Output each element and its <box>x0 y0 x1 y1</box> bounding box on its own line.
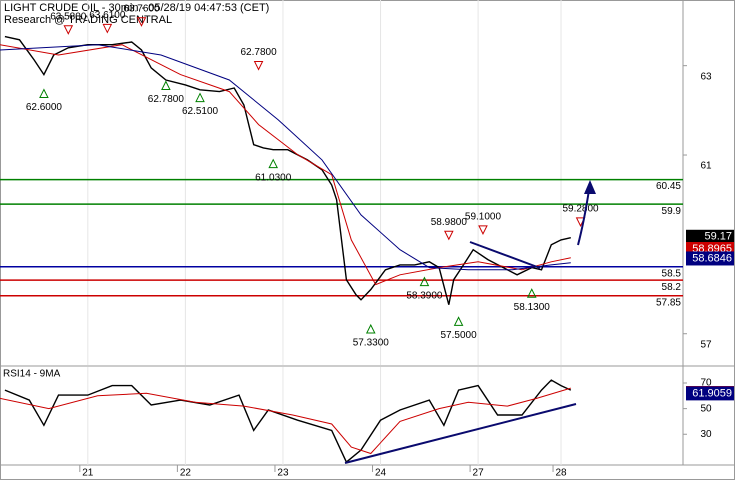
signal-marker <box>39 88 49 99</box>
signal-label: 62.6000 <box>26 102 63 113</box>
x-tick-label: 21 <box>82 468 94 479</box>
signal-marker <box>419 276 430 287</box>
x-tick-label: 24 <box>375 468 387 479</box>
x-tick-label: 27 <box>473 468 485 479</box>
y-tick-label: 30 <box>700 429 712 440</box>
signal-marker <box>63 25 74 35</box>
forecast-arrow <box>577 189 590 246</box>
trend-line <box>344 403 577 464</box>
signal-label: 58.9800 <box>431 217 468 228</box>
signal-label: 62.7800 <box>148 94 185 105</box>
x-tick-label: 23 <box>277 468 289 479</box>
y-tick-label: 63 <box>700 71 712 82</box>
trend-line <box>469 241 541 269</box>
signal-marker <box>526 288 537 298</box>
signal-marker <box>365 323 376 334</box>
signal-marker <box>253 61 264 71</box>
signal-marker <box>102 23 113 34</box>
signal-label: 61.0300 <box>255 172 292 183</box>
level-label: 58.5 <box>662 268 682 279</box>
signal-label: 59.2800 <box>562 204 599 215</box>
signal-label: 62.7800 <box>240 47 277 58</box>
y-tick-label: 70 <box>700 378 712 389</box>
series-line <box>0 44 571 271</box>
signal-label: 57.5000 <box>441 330 478 341</box>
signal-marker <box>268 158 279 169</box>
signal-label: 62.5100 <box>182 106 219 117</box>
level-label: 59.9 <box>662 206 682 217</box>
series-line <box>0 387 571 455</box>
price-box <box>686 386 734 401</box>
signal-label: 63.5800 <box>50 11 87 22</box>
price-box-label: 61.9059 <box>692 387 732 399</box>
price-box-label: 59.17 <box>704 231 732 243</box>
panel-title: RSI14 - 9MA <box>3 369 61 380</box>
signal-marker <box>195 92 205 103</box>
signal-marker <box>453 316 464 326</box>
chart-title: LIGHT CRUDE OIL - 30min - 05/28/19 04:47… <box>4 2 269 14</box>
price-box-label: 58.6846 <box>692 252 732 264</box>
signal-marker <box>478 225 488 236</box>
price-box <box>686 251 734 266</box>
x-tick-label: 28 <box>555 468 567 479</box>
level-label: 60.45 <box>656 181 681 192</box>
signal-label: 63.7600 <box>123 3 160 14</box>
y-tick-label: 61 <box>700 161 712 172</box>
y-tick-label: 57 <box>700 339 712 350</box>
series-line <box>0 44 571 286</box>
level-label: 58.2 <box>662 282 682 293</box>
price-box <box>686 229 734 244</box>
signal-label: 63.6100 <box>89 10 126 21</box>
signal-label: 59.1000 <box>465 212 502 223</box>
signal-label: 58.3900 <box>406 290 443 301</box>
signal-marker <box>444 230 454 241</box>
series-line <box>4 379 572 464</box>
level-label: 57.85 <box>656 297 681 308</box>
signal-marker <box>161 80 171 91</box>
x-tick-label: 22 <box>180 468 192 479</box>
signal-label: 58.1300 <box>514 302 551 313</box>
arrow-head <box>584 180 596 194</box>
series-line <box>4 35 571 305</box>
y-tick-label: 50 <box>700 403 712 414</box>
signal-label: 57.3300 <box>353 338 390 349</box>
signal-marker <box>136 17 147 27</box>
